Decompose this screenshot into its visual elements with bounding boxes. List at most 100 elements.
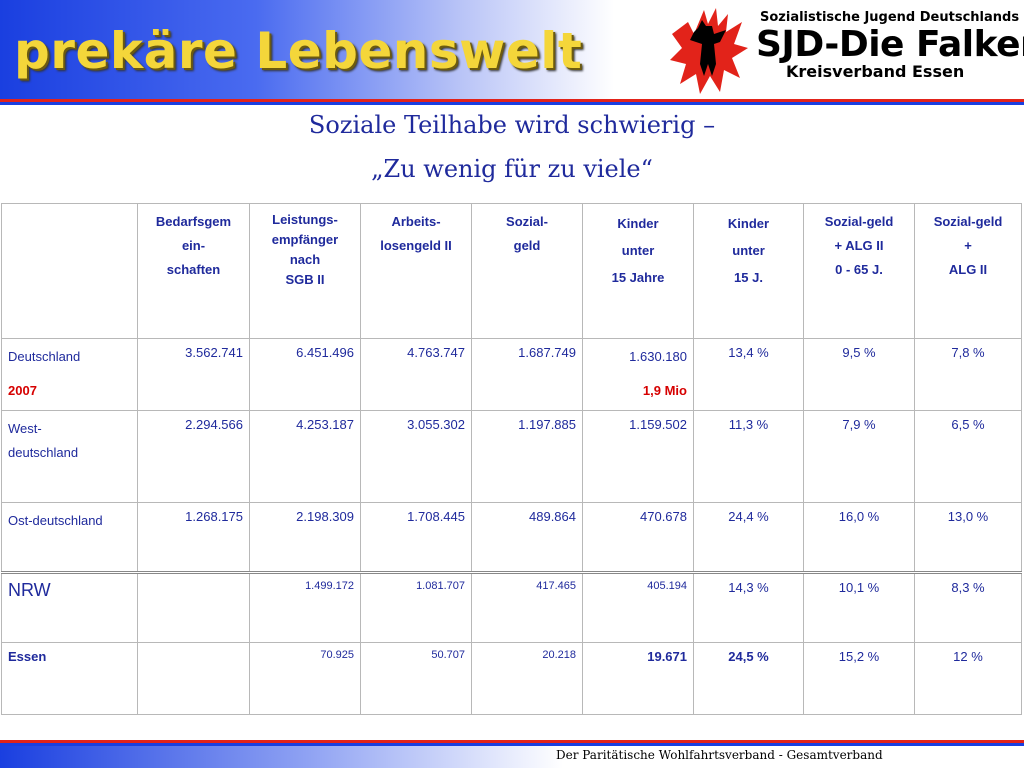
table-cell: 4.253.187 [249,410,361,503]
header-line: Sozial- [506,214,548,229]
header-arbeitslosengeld: Arbeits- losengeld II [360,203,472,339]
header-line: unter [621,243,655,258]
header-bedarfsgemeinschaften: Bedarfsgem ein- schaften [137,203,250,339]
table-row-essen: Essen 70.925 50.707 20.218 19.671 24,5 %… [1,642,1022,715]
table-cell: 13,4 % [693,338,804,411]
table-cell: 12 % [914,642,1022,715]
table-cell: 20.218 [471,642,583,715]
header-line: empfänger [271,232,339,247]
table-cell: 4.763.747 [360,338,472,411]
header-line: Sozial-geld [824,214,894,229]
presentation-title: prekäre Lebenswelt [14,22,583,80]
row-label-text: West- [8,421,42,436]
table-row-nrw: NRW 1.499.172 1.081.707 417.465 405.194 … [1,571,1022,643]
table-cell: 9,5 % [803,338,915,411]
table-cell: 50.707 [360,642,472,715]
header-stripe [0,99,1024,105]
header-banner: prekäre Lebenswelt Sozialistische Jugend… [0,0,1024,102]
header-line: 15 J. [734,270,763,285]
header-line: Kinder [617,216,659,231]
table-cell: 7,9 % [803,410,915,503]
table-cell: 13,0 % [914,502,1022,573]
table-header-row: Bedarfsgem ein- schaften Leistungs- empf… [1,203,1022,339]
header-line: Bedarfsgem [155,214,232,229]
header-line: Kinder [727,216,770,231]
org-logo-text: SJD-Die Falken [756,24,1024,65]
slide-title: Soziale Teilhabe wird schwierig – [308,111,716,139]
table-cell: 1.197.885 [471,410,583,503]
org-district: Kreisverband Essen [786,62,965,81]
falcon-logo-icon [670,8,748,94]
table-cell: 489.864 [471,502,583,573]
table-cell: 417.465 [471,571,583,643]
header-line: Sozial-geld [933,214,1003,229]
row-label-text: deutschland [8,445,79,460]
header-line: ALG II [948,262,988,277]
statistics-table: Bedarfsgem ein- schaften Leistungs- empf… [1,203,1022,715]
table-cell: 19.671 [582,642,694,715]
header-line: 0 - 65 J. [835,262,883,277]
row-year-label: 2007 [8,383,37,398]
header-line: 15 Jahre [611,270,665,285]
table-cell: 8,3 % [914,571,1022,643]
table-cell: 24,4 % [693,502,804,573]
header-line: + ALG II [834,238,884,253]
table-cell: 1.081.707 [360,571,472,643]
table-cell: 1.159.502 [582,410,694,503]
table-row-ostdeutschland: Ost-deutschland 1.268.175 2.198.309 1.70… [1,502,1022,573]
header-sozialgeld-alg-0-65: Sozial-geld + ALG II 0 - 65 J. [803,203,915,339]
row-label: Essen [1,642,138,715]
footer-stripe [0,740,1024,746]
header-line: losengeld II [380,238,452,253]
table-cell: 6.451.496 [249,338,361,411]
header-line: schaften [166,262,221,277]
row-label: Ost-deutschland [1,502,138,573]
table-cell [137,571,250,643]
table-cell: 10,1 % [803,571,915,643]
header-line: Arbeits- [391,214,441,229]
row-label: Deutschland 2007 [1,338,138,411]
table-cell: 11,3 % [693,410,804,503]
footer-band [0,746,1024,768]
table-cell: 3.562.741 [137,338,250,411]
header-line: nach [289,252,321,267]
table-cell: 470.678 [582,502,694,573]
table-cell: 405.194 [582,571,694,643]
table-cell-kinder: 1.630.180 1,9 Mio [582,338,694,411]
header-sozialgeld-alg: Sozial-geld + ALG II [914,203,1022,339]
header-line: ein- [181,238,206,253]
row-label-text: Deutschland [8,349,81,364]
table-cell: 1.687.749 [471,338,583,411]
footer-source: Der Paritätische Wohlfahrtsverband - Ges… [556,748,883,762]
cell-extra-value: 1,9 Mio [642,383,687,398]
table-cell: 2.294.566 [137,410,250,503]
table-cell: 24,5 % [693,642,804,715]
table-row-deutschland: Deutschland 2007 3.562.741 6.451.496 4.7… [1,338,1022,411]
table-cell: 1.708.445 [360,502,472,573]
header-line: unter [732,243,765,258]
table-cell: 70.925 [249,642,361,715]
org-full-name: Sozialistische Jugend Deutschlands [760,10,1020,25]
table-cell: 6,5 % [914,410,1022,503]
header-line: SGB II [285,272,325,287]
cell-value: 1.630.180 [629,349,687,364]
table-row-westdeutschland: West- deutschland 2.294.566 4.253.187 3.… [1,410,1022,503]
header-line: Leistungs- [272,212,338,227]
header-kinder-unter-15-j: Kinder unter 15 J. [693,203,804,339]
table-cell: 7,8 % [914,338,1022,411]
row-label: West- deutschland [1,410,138,503]
header-kinder-unter-15-jahre: Kinder unter 15 Jahre [582,203,694,339]
row-label: NRW [1,571,138,643]
table-cell: 1.499.172 [249,571,361,643]
table-cell: 1.268.175 [137,502,250,573]
table-cell: 3.055.302 [360,410,472,503]
header-leistungsempfaenger: Leistungs- empfänger nach SGB II [249,203,361,339]
header-sozialgeld: Sozial- geld [471,203,583,339]
header-line: geld [513,238,541,253]
header-cell-empty [1,203,138,339]
table-cell: 15,2 % [803,642,915,715]
table-cell: 14,3 % [693,571,804,643]
table-cell [137,642,250,715]
slide-subtitle: „Zu wenig für zu viele“ [371,155,653,183]
table-cell: 2.198.309 [249,502,361,573]
